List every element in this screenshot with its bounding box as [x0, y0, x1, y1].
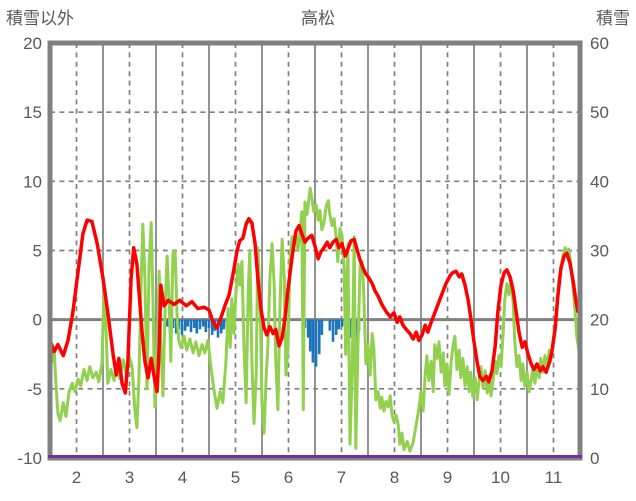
bar	[306, 319, 310, 338]
right-axis-title: 積雪	[596, 9, 630, 28]
bar	[192, 319, 196, 328]
left-axis-title: 積雪以外	[6, 9, 74, 28]
x-tick-label: 2	[72, 468, 81, 487]
bar	[317, 319, 321, 355]
left-tick-label: -5	[27, 380, 42, 399]
bar	[311, 319, 315, 363]
bar	[174, 319, 178, 334]
red-line	[48, 216, 582, 395]
left-tick-label: 5	[33, 242, 42, 261]
left-tick-label: 10	[23, 172, 42, 191]
bar	[183, 319, 187, 331]
left-tick-label: 15	[23, 103, 42, 122]
right-tick-label: 60	[590, 34, 609, 53]
bar	[189, 319, 193, 333]
x-tick-label: 8	[390, 468, 399, 487]
bar	[210, 319, 214, 335]
bar	[331, 319, 335, 342]
right-tick-label: 40	[590, 172, 609, 191]
bar	[334, 319, 338, 335]
x-axis-ticks: 2 3 4 5 6 7 8 9 10 11	[72, 468, 563, 487]
bar	[337, 319, 341, 330]
bar	[320, 319, 324, 335]
x-tick-label: 11	[545, 468, 563, 487]
x-tick-label: 10	[491, 468, 510, 487]
chart-title: 高松	[301, 9, 335, 28]
bar	[195, 319, 199, 334]
right-tick-label: 20	[590, 311, 609, 330]
bar	[308, 319, 312, 352]
bar	[207, 319, 211, 328]
bar	[222, 319, 226, 330]
bar	[180, 319, 184, 335]
bar	[198, 319, 202, 330]
bar	[340, 319, 344, 327]
left-tick-label: 0	[33, 311, 42, 330]
bar	[201, 319, 205, 327]
right-tick-label: 0	[590, 449, 599, 468]
left-tick-label: -10	[17, 449, 42, 468]
x-tick-label: 5	[231, 468, 240, 487]
bar	[219, 319, 223, 334]
right-tick-label: 50	[590, 103, 609, 122]
left-tick-label: 20	[23, 34, 42, 53]
bar	[186, 319, 190, 327]
right-tick-label: 10	[590, 380, 609, 399]
bar	[204, 319, 208, 333]
bar	[314, 319, 318, 367]
x-tick-label: 7	[337, 468, 346, 487]
right-axis-ticks: 60 50 40 30 20 10 0	[590, 34, 609, 468]
x-tick-label: 9	[443, 468, 452, 487]
red-line	[48, 216, 582, 395]
x-tick-label: 6	[284, 468, 293, 487]
x-tick-label: 4	[178, 468, 187, 487]
left-axis-ticks: 20 15 10 5 0 -5 -10	[17, 34, 42, 468]
right-tick-label: 30	[590, 242, 609, 261]
bar	[165, 319, 169, 327]
x-tick-label: 3	[125, 468, 134, 487]
bar	[328, 319, 332, 331]
